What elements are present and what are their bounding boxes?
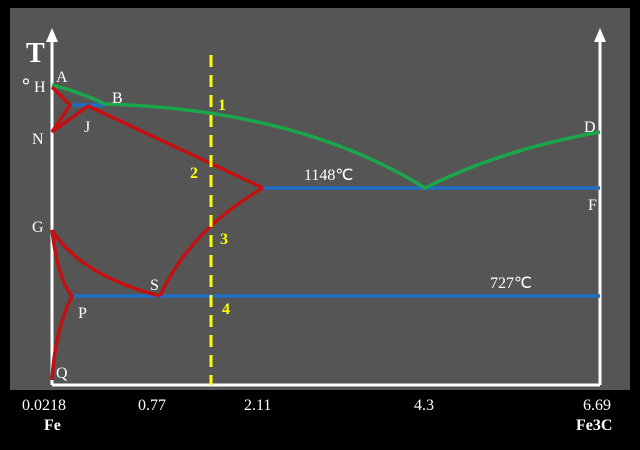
marker: 2 — [190, 165, 198, 182]
temperature-label: 727℃ — [490, 275, 532, 292]
marker: 3 — [220, 231, 228, 248]
point-label: B — [112, 90, 123, 107]
x-label: 0.77 — [138, 397, 166, 414]
x-label: 4.3 — [414, 397, 434, 414]
x-label: 0.0218 — [22, 397, 66, 414]
marker: 1 — [218, 97, 226, 114]
component: Fe — [44, 417, 61, 434]
x-label: 2.11 — [244, 397, 271, 414]
point-label: S — [150, 277, 159, 294]
point-label: H — [34, 79, 46, 96]
liquidus — [51, 83, 601, 191]
arrow — [594, 28, 606, 42]
point-label: Q — [56, 365, 68, 382]
point-label: A — [56, 69, 68, 86]
axes — [50, 38, 602, 387]
axis-label: T — [26, 38, 45, 69]
point-label: J — [84, 119, 90, 136]
panel — [10, 8, 630, 390]
point-label: P — [78, 305, 87, 322]
phase-lines — [50, 85, 264, 381]
marker: 4 — [222, 301, 230, 318]
point-label: N — [32, 131, 44, 148]
degree: ° — [22, 75, 30, 97]
x-label: 6.69 — [583, 397, 611, 414]
component: Fe3C — [576, 417, 612, 434]
arrow — [46, 28, 58, 42]
temperature-label: 1148℃ — [304, 167, 353, 184]
point-label: G — [32, 219, 44, 236]
point-label: F — [588, 197, 597, 214]
point-label: D — [584, 119, 596, 136]
